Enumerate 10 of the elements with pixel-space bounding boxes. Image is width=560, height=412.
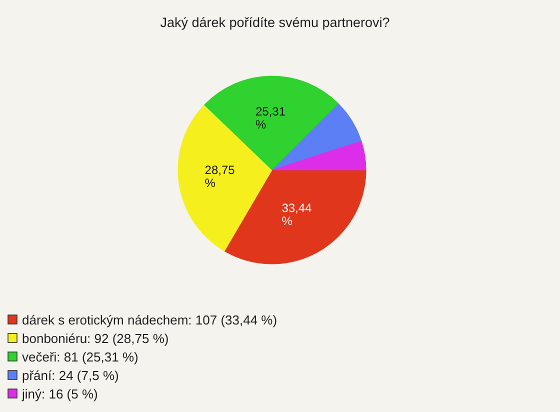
legend-label: večeři: 81 (25,31 %) [22, 350, 138, 364]
legend-label: jiný: 16 (5 %) [21, 386, 98, 402]
data-label: 25,31 % [255, 104, 286, 132]
pie-slice [272, 140, 366, 170]
legend-label: přání: 24 (7,5 %) [22, 368, 119, 383]
data-label: 33,44 % [282, 200, 312, 228]
data-label: 28,75 % [204, 163, 236, 190]
legend-label: bonboniéru: 92 (28,75 %) [22, 331, 169, 346]
chart-title: Jaký dárek pořídíte svému partnerovi? [160, 15, 390, 30]
legend-label: dárek s erotickým nádechem: 107 (33,44 %) [22, 312, 278, 328]
